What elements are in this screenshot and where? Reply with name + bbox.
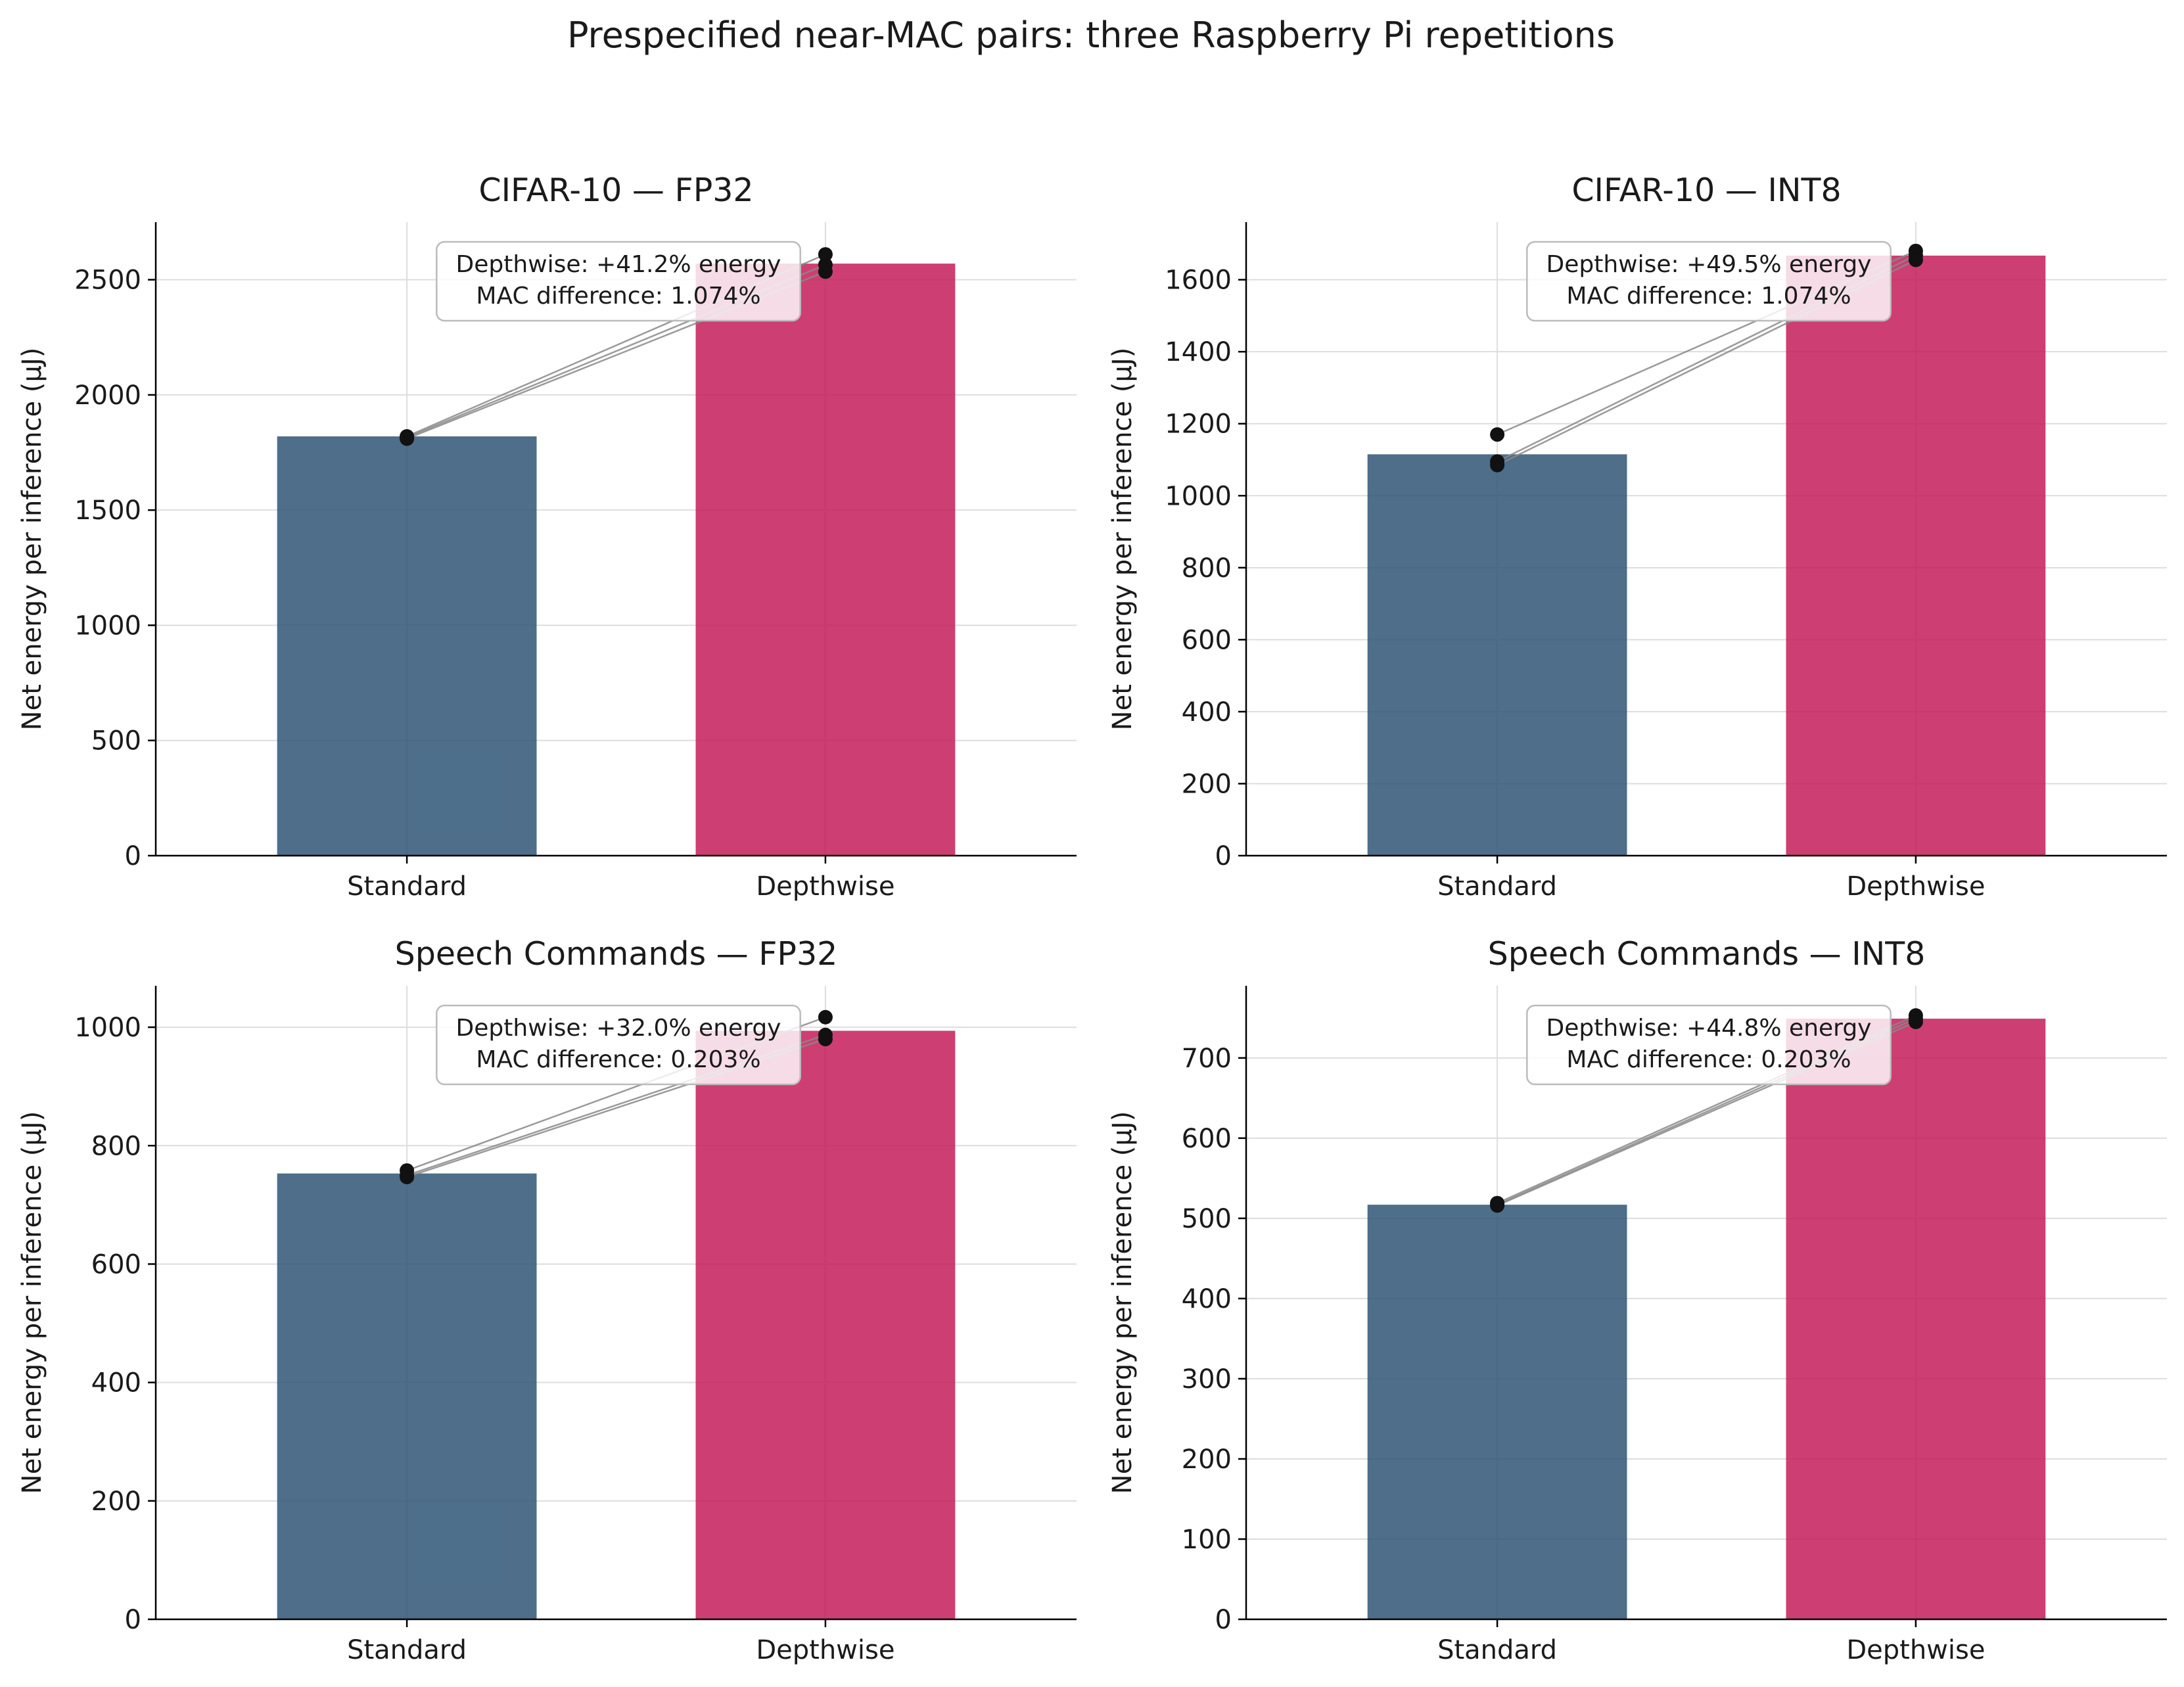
repetition-point [1490,457,1505,473]
y-tick-label: 500 [1182,1204,1232,1234]
annotation-line: MAC difference: 1.074% [1566,283,1851,310]
annotation-line: Depthwise: +49.5% energy [1546,251,1872,278]
x-tick-label: Standard [347,871,467,902]
y-tick-label: 1600 [1165,266,1232,296]
repetition-point [818,1032,833,1047]
y-tick-label: 2500 [74,266,141,296]
annotation-line: MAC difference: 1.074% [476,283,760,310]
bar-depthwise [1786,1019,2046,1619]
repetition-point [400,1170,415,1185]
y-tick-label: 100 [1182,1525,1232,1555]
subplot-4: 0 100 200 300 400 500 600 700 Standard Depthwise S… [1107,935,2167,1665]
repetition-point [818,1009,833,1025]
repetition-point [818,247,833,262]
y-tick-label: 0 [1215,841,1232,871]
y-tick-label: 400 [1182,697,1232,728]
bar-standard [277,436,537,856]
y-tick-label: 200 [91,1487,141,1517]
x-tick-label: Depthwise [756,871,895,902]
annotation-line: Depthwise: +44.8% energy [1546,1015,1872,1042]
repetition-point [400,429,415,444]
subplot-title: Speech Commands — INT8 [1488,935,1926,973]
subplot-title: CIFAR-10 — FP32 [478,172,753,209]
y-tick-label: 400 [1182,1284,1232,1314]
y-tick-label: 1400 [1165,337,1232,367]
y-tick-label: 1000 [74,1013,141,1043]
repetition-point [818,257,833,272]
y-tick-label: 1000 [74,611,141,641]
figure-suptitle: Prespecified near-MAC pairs: three Raspb… [567,14,1615,56]
bar-depthwise [695,1030,956,1619]
y-tick-label: 600 [1182,1124,1232,1154]
repetition-point [1908,1014,1923,1029]
y-axis-label: Net energy per inference (µJ) [17,348,47,731]
repetition-point [1908,252,1923,267]
y-tick-label: 600 [1182,625,1232,655]
subplot-2: 0 200 400 600 800 1000 1200 1400 1600 Standard Dep… [1107,172,2167,902]
annotation-line: Depthwise: +32.0% energy [456,1015,781,1042]
y-tick-label: 800 [91,1131,141,1161]
y-tick-label: 200 [1182,1444,1232,1475]
y-tick-label: 700 [1182,1044,1232,1074]
y-tick-label: 1500 [74,496,141,526]
y-axis-label: Net energy per inference (µJ) [17,1111,47,1494]
subplot-3: 0 200 400 600 800 1000 Standard Depthwise Speech… [17,935,1077,1665]
y-tick-label: 0 [125,841,141,871]
annotation-box [1526,241,1892,322]
y-tick-label: 200 [1182,769,1232,799]
y-axis-label: Net energy per inference (µJ) [1107,1111,1138,1494]
annotation-line: MAC difference: 0.203% [1566,1046,1851,1073]
y-tick-label: 600 [91,1249,141,1280]
y-tick-label: 0 [125,1605,141,1635]
x-tick-label: Standard [1437,1635,1557,1665]
subplot-title: CIFAR-10 — INT8 [1571,172,1841,209]
subplot-title: Speech Commands — FP32 [395,935,838,973]
repetition-point [1490,427,1505,442]
bar-depthwise [695,264,956,856]
y-tick-label: 0 [1215,1605,1232,1635]
x-tick-label: Depthwise [756,1635,895,1665]
x-tick-label: Depthwise [1846,871,1985,902]
y-axis-label: Net energy per inference (µJ) [1107,348,1138,731]
bar-standard [1367,454,1627,856]
y-tick-label: 500 [91,726,141,756]
y-tick-label: 800 [1182,553,1232,584]
y-tick-label: 400 [91,1368,141,1398]
annotation-box [1526,1004,1892,1086]
annotation-line: MAC difference: 0.203% [476,1046,760,1073]
annotation-box [436,241,801,322]
subplot-1: 0 500 1000 1500 2000 2500 Standard Depthwise CIF… [17,172,1077,902]
y-tick-label: 2000 [74,381,141,411]
bar-standard [1367,1205,1627,1619]
x-tick-label: Depthwise [1846,1635,1985,1665]
x-tick-label: Standard [347,1635,467,1665]
bar-standard [277,1173,537,1619]
y-tick-label: 1200 [1165,409,1232,440]
annotation-box [436,1004,801,1086]
bar-depthwise [1786,255,2046,856]
x-tick-label: Standard [1437,871,1557,902]
annotation-line: Depthwise: +41.2% energy [456,251,781,278]
repetition-point [1490,1198,1505,1213]
y-tick-label: 1000 [1165,481,1232,511]
y-tick-label: 300 [1182,1364,1232,1395]
